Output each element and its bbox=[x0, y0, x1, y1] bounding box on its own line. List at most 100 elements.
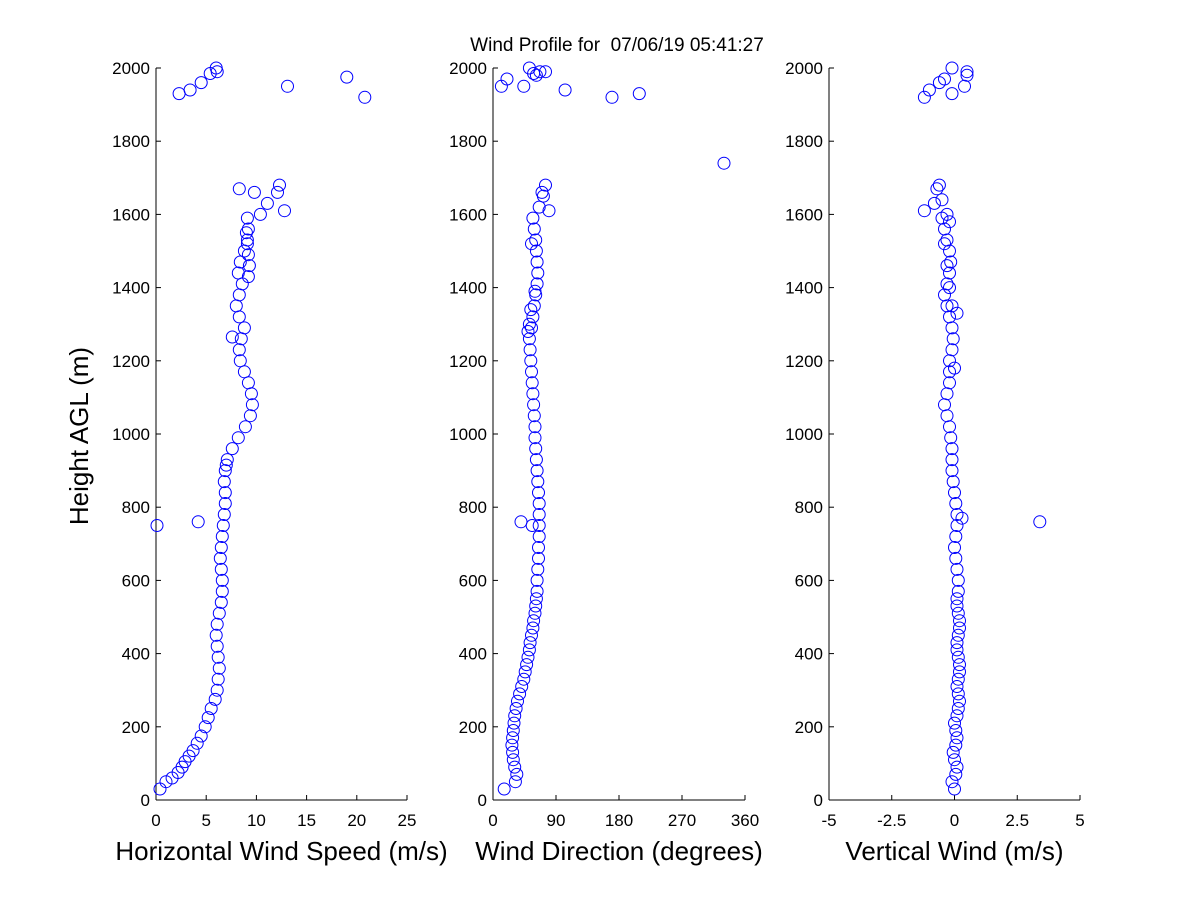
vertical-wind-data-point bbox=[949, 738, 963, 752]
vertical-wind-data-point bbox=[945, 775, 959, 789]
vertical-wind-data-point bbox=[935, 211, 949, 225]
vertical-wind-y-tick-label: 1000 bbox=[785, 425, 823, 444]
vertical-wind-y-tick-label: 0 bbox=[814, 791, 823, 810]
vertical-wind-data-point bbox=[945, 442, 959, 456]
vertical-wind-y-tick-label: 1200 bbox=[785, 352, 823, 371]
wind-direction-data-point bbox=[500, 72, 514, 86]
wind-direction-data-point bbox=[513, 687, 527, 701]
vertical-wind-data-point bbox=[955, 511, 969, 525]
horizontal-wind-speed-data-point bbox=[215, 584, 229, 598]
wind-direction-data-point bbox=[515, 680, 529, 693]
vertical-wind-data-point bbox=[946, 475, 960, 489]
horizontal-wind-speed-data-point bbox=[218, 486, 232, 500]
horizontal-wind-speed-data-point bbox=[186, 744, 200, 758]
horizontal-wind-speed-data-point bbox=[231, 431, 245, 445]
vertical-wind-data-point bbox=[953, 658, 966, 672]
wind-direction-data-point bbox=[632, 87, 646, 101]
wind-direction-data-point bbox=[525, 321, 538, 335]
horizontal-wind-speed-data-point bbox=[210, 639, 224, 653]
horizontal-wind-speed-data-point bbox=[204, 702, 218, 715]
vertical-wind-data-point bbox=[949, 724, 963, 737]
wind-direction-data-point bbox=[525, 628, 538, 642]
horizontal-wind-speed-data-point bbox=[241, 222, 255, 236]
vertical-wind-data-point bbox=[948, 361, 961, 375]
vertical-wind-data-point bbox=[949, 551, 963, 565]
vertical-wind-data-point bbox=[944, 255, 958, 269]
vertical-wind-data-point bbox=[948, 486, 961, 500]
wind-direction-data-point bbox=[497, 782, 511, 796]
wind-direction-data-point bbox=[506, 731, 520, 745]
vertical-wind-data-point bbox=[951, 584, 965, 598]
horizontal-wind-speed-y-tick-label: 200 bbox=[122, 718, 150, 737]
vertical-wind-data-point bbox=[1033, 515, 1047, 529]
wind-direction-data-point bbox=[522, 643, 536, 657]
vertical-wind-data-point bbox=[940, 277, 954, 291]
wind-direction-y-tick-label: 1600 bbox=[449, 205, 487, 224]
wind-direction-data-point bbox=[520, 658, 534, 672]
wind-direction-data-point bbox=[532, 200, 546, 214]
horizontal-wind-speed-y-tick-label: 0 bbox=[141, 791, 150, 810]
vertical-wind-x-tick-label: 0 bbox=[950, 811, 959, 830]
horizontal-wind-speed-data-point bbox=[214, 541, 228, 554]
vertical-wind-data-point bbox=[938, 398, 951, 412]
horizontal-wind-speed-data-point bbox=[239, 226, 253, 240]
wind-direction-data-point bbox=[530, 584, 544, 598]
vertical-wind-data-point bbox=[950, 643, 964, 657]
horizontal-wind-speed-data-point bbox=[213, 551, 227, 565]
horizontal-wind-speed-y-tick-label: 400 bbox=[122, 645, 150, 664]
horizontal-wind-speed-data-point bbox=[150, 519, 164, 532]
vertical-wind-data-point bbox=[950, 636, 964, 650]
wind-direction-data-point bbox=[514, 515, 528, 529]
horizontal-wind-speed-data-point bbox=[225, 330, 239, 344]
vertical-wind-data-point bbox=[932, 178, 946, 192]
wind-direction-data-point bbox=[524, 303, 538, 317]
wind-direction-y-tick-label: 1800 bbox=[449, 132, 487, 151]
vertical-wind-data-point bbox=[951, 702, 965, 715]
vertical-wind-data-point bbox=[943, 266, 956, 280]
horizontal-wind-speed-y-tick-label: 1000 bbox=[112, 425, 150, 444]
horizontal-wind-speed-data-point bbox=[210, 65, 224, 79]
horizontal-wind-speed-data-point bbox=[231, 266, 245, 280]
horizontal-wind-speed-data-point bbox=[215, 573, 229, 587]
horizontal-wind-speed-y-tick-label: 1400 bbox=[112, 279, 150, 298]
wind-direction-data-point bbox=[539, 178, 552, 192]
wind-direction-data-point bbox=[509, 702, 523, 715]
horizontal-wind-speed-data-point bbox=[215, 530, 229, 543]
wind-direction-data-point bbox=[506, 745, 520, 759]
wind-direction-data-point bbox=[532, 508, 546, 521]
wind-direction-data-point bbox=[511, 694, 524, 708]
vertical-wind-data-point bbox=[940, 409, 954, 423]
wind-direction-x-tick-label: 360 bbox=[731, 811, 759, 830]
wind-direction-data-point bbox=[532, 551, 545, 565]
wind-direction-data-point bbox=[527, 222, 541, 236]
wind-direction-data-point bbox=[528, 431, 542, 445]
vertical-wind-data-point bbox=[917, 90, 931, 104]
vertical-wind-data-point bbox=[938, 222, 951, 236]
horizontal-wind-speed-data-point bbox=[220, 453, 234, 467]
horizontal-wind-speed-x-axis-label: Horizontal Wind Speed (m/s) bbox=[115, 836, 447, 866]
vertical-wind-data-point bbox=[951, 628, 965, 642]
wind-direction-data-point bbox=[532, 519, 546, 532]
vertical-wind-data-point bbox=[922, 83, 936, 97]
wind-direction-data-point bbox=[531, 266, 545, 280]
horizontal-wind-speed-data-point bbox=[253, 207, 267, 221]
horizontal-wind-speed-data-point bbox=[232, 182, 246, 196]
wind-direction-y-tick-label: 0 bbox=[478, 791, 487, 810]
vertical-wind-y-tick-label: 400 bbox=[795, 645, 823, 664]
vertical-wind-data-point bbox=[953, 694, 966, 708]
wind-direction-data-point bbox=[529, 244, 543, 258]
horizontal-wind-speed-data-point bbox=[237, 244, 251, 258]
vertical-wind-data-point bbox=[950, 680, 964, 693]
vertical-wind-data-point bbox=[949, 530, 963, 543]
wind-direction-data-point bbox=[605, 90, 619, 104]
wind-direction-x-tick-label: 270 bbox=[668, 811, 696, 830]
wind-direction-y-tick-label: 2000 bbox=[449, 59, 487, 78]
horizontal-wind-speed-data-point bbox=[217, 508, 231, 521]
vertical-wind-data-point bbox=[950, 562, 964, 576]
horizontal-wind-speed-data-point bbox=[159, 775, 173, 789]
wind-direction-data-point bbox=[717, 156, 731, 170]
wind-direction-y-tick-label: 1000 bbox=[449, 425, 487, 444]
vertical-wind-data-point bbox=[930, 182, 944, 196]
wind-direction-data-point bbox=[521, 325, 535, 338]
vertical-wind-y-tick-label: 600 bbox=[795, 571, 823, 590]
